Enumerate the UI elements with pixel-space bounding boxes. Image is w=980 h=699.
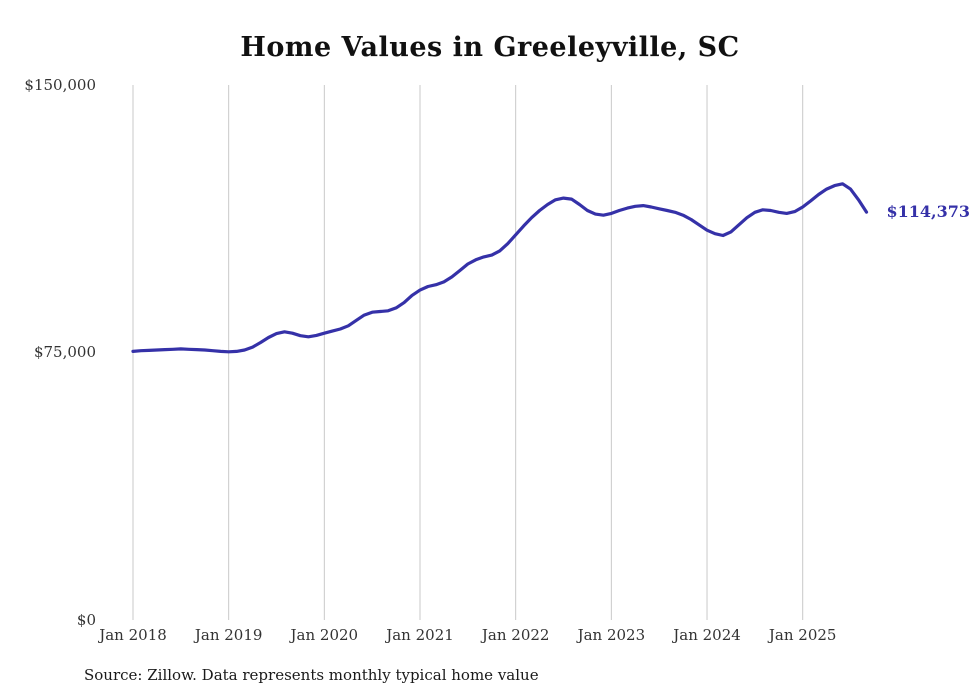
- x-tick-label: Jan 2019: [194, 626, 263, 644]
- x-tick-label: Jan 2024: [673, 626, 741, 644]
- x-tick-label: Jan 2022: [481, 626, 550, 644]
- y-tick-label: $75,000: [33, 343, 96, 361]
- x-tick-label: Jan 2025: [768, 626, 837, 644]
- y-tick-label: $0: [76, 611, 96, 629]
- x-tick-label: Jan 2023: [577, 626, 646, 644]
- home-value-line: [131, 182, 869, 354]
- x-tick-label: Jan 2021: [386, 626, 454, 644]
- y-tick-label: $150,000: [24, 76, 96, 94]
- x-tick-label: Jan 2018: [99, 626, 167, 644]
- end-value-label: $114,373: [886, 202, 970, 222]
- source-note: Source: Zillow. Data represents monthly …: [84, 666, 539, 684]
- chart-title: Home Values in Greeleyville, SC: [240, 32, 740, 63]
- x-tick-label: Jan 2020: [290, 626, 359, 644]
